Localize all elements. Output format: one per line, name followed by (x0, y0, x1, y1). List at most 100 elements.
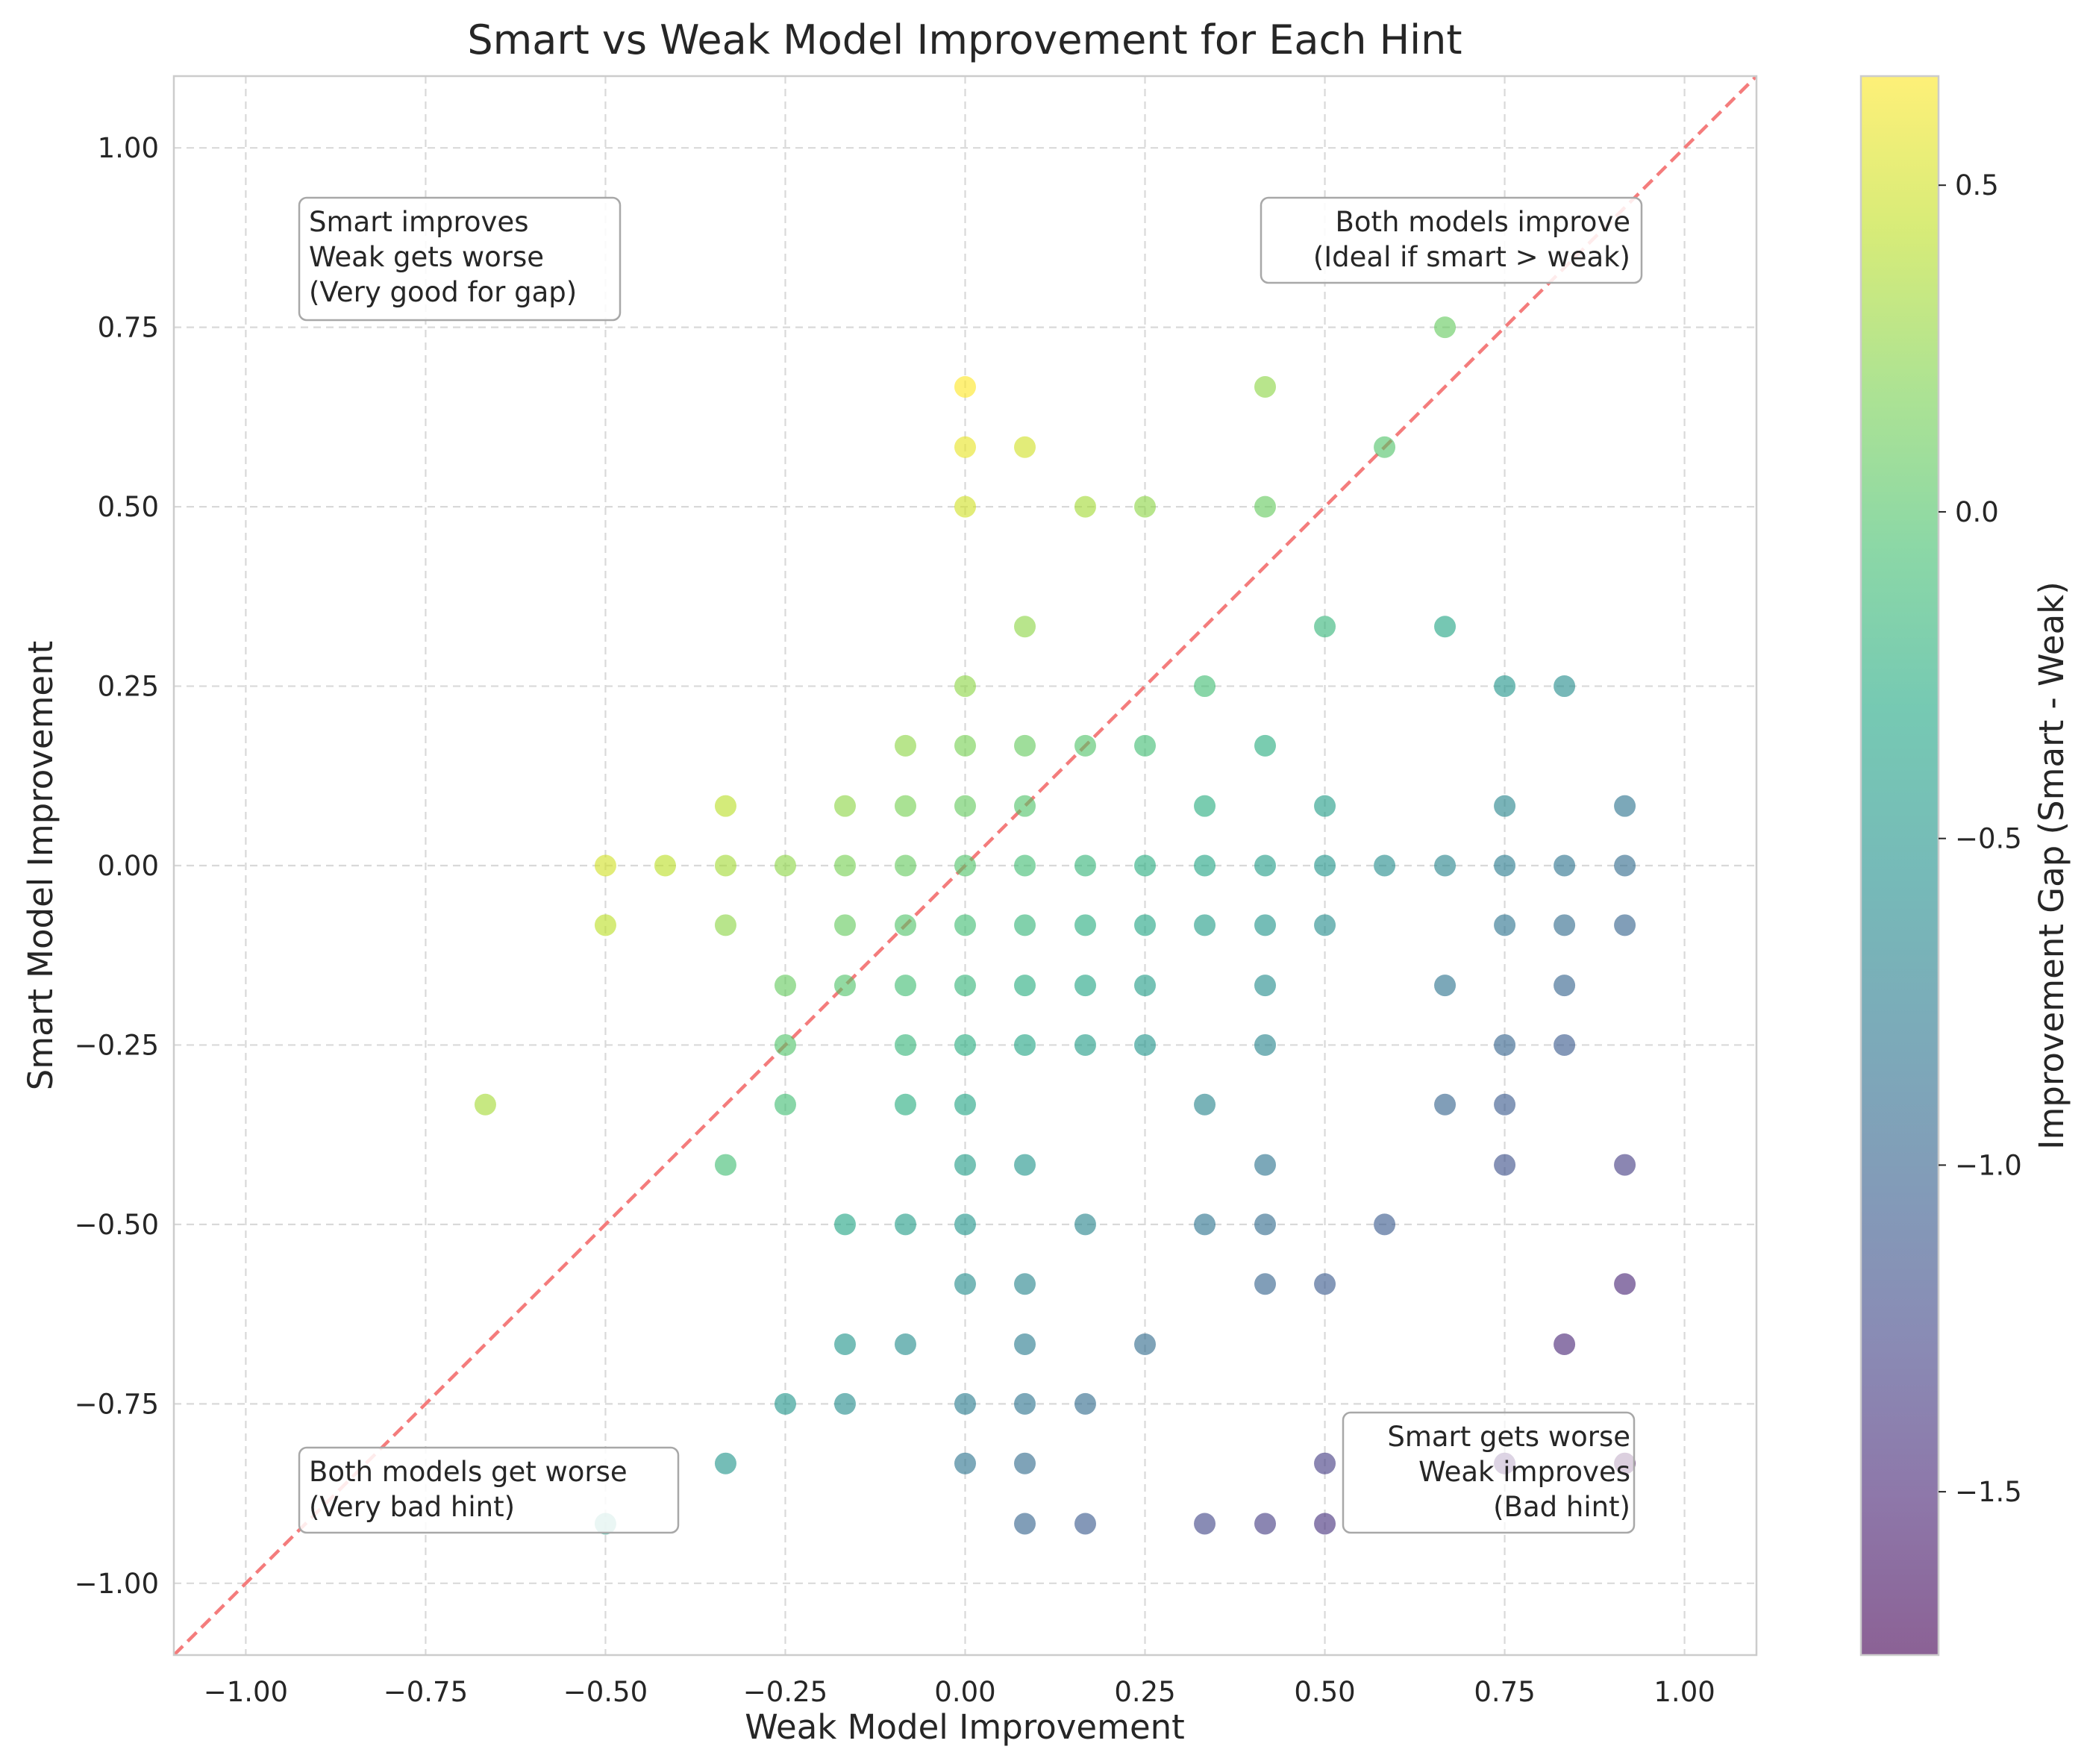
data-point (1314, 1452, 1336, 1474)
data-point (1554, 1333, 1576, 1356)
data-point (833, 1392, 856, 1415)
data-point (1434, 854, 1457, 877)
data-point (894, 914, 916, 936)
annotation-bottom-right: Smart gets worse Weak improves (Bad hint… (1342, 1411, 1636, 1534)
data-point (954, 1154, 976, 1176)
data-point (954, 914, 976, 936)
colorbar-tick-label: −1.0 (1955, 1149, 2022, 1181)
data-point (1194, 675, 1216, 698)
data-point (894, 1093, 916, 1116)
data-point (1194, 914, 1216, 936)
svg-text:Weak improves: Weak improves (1418, 1456, 1630, 1488)
data-point (1314, 854, 1336, 877)
data-point (954, 1452, 976, 1474)
data-point (894, 1213, 916, 1236)
svg-text:Weak gets worse: Weak gets worse (309, 241, 544, 273)
data-point (1254, 1033, 1277, 1056)
data-point (833, 795, 856, 817)
data-point (1494, 914, 1516, 936)
data-point (1014, 1273, 1036, 1295)
x-tick-label: 0.75 (1474, 1676, 1535, 1708)
data-point (1014, 1452, 1036, 1474)
data-point (1254, 1513, 1277, 1535)
data-point (1014, 436, 1036, 458)
data-point (954, 1213, 976, 1236)
data-point (1254, 734, 1277, 757)
data-point (1374, 436, 1396, 458)
data-point (1134, 734, 1157, 757)
svg-text:Smart gets worse: Smart gets worse (1387, 1421, 1630, 1453)
data-point (1554, 675, 1576, 698)
data-point (894, 975, 916, 997)
x-tick-label: 1.00 (1653, 1676, 1715, 1708)
data-point (1494, 795, 1516, 817)
data-point (1194, 1513, 1216, 1535)
data-point (1074, 495, 1097, 518)
data-point (954, 795, 976, 817)
data-point (714, 1452, 736, 1474)
data-point (1614, 1273, 1636, 1295)
data-point (954, 495, 976, 518)
colorbar-tick-labels: −1.5 −1.0 −0.5 0.0 0.5 (1939, 169, 2022, 1508)
svg-text:Both models improve: Both models improve (1336, 206, 1631, 238)
y-tick-label: 0.25 (98, 671, 159, 703)
data-point (954, 734, 976, 757)
annotation-bottom-left: Both models get worse (Very bad hint) (298, 1446, 680, 1534)
data-point (1254, 1273, 1277, 1295)
data-point (594, 914, 616, 936)
svg-text:(Ideal if smart > weak): (Ideal if smart > weak) (1313, 241, 1630, 273)
svg-text:(Very good for gap): (Very good for gap) (309, 276, 577, 308)
data-point (1494, 1093, 1516, 1116)
x-tick-label: −0.25 (743, 1676, 827, 1708)
data-point (1314, 616, 1336, 638)
data-point (954, 1033, 976, 1056)
y-tick-label: −0.75 (75, 1388, 159, 1420)
data-point (1314, 914, 1336, 936)
data-point (954, 854, 976, 877)
data-point (954, 1273, 976, 1295)
y-tick-label: 0.50 (98, 491, 159, 523)
data-point (774, 1392, 796, 1415)
data-point (774, 1033, 796, 1056)
data-point (954, 675, 976, 698)
data-point (1014, 1513, 1036, 1535)
data-point (1134, 914, 1157, 936)
y-tick-label: −0.25 (75, 1029, 159, 1061)
x-tick-label: −1.00 (204, 1676, 288, 1708)
x-tick-label: 0.00 (934, 1676, 995, 1708)
chart-title: Smart vs Weak Model Improvement for Each… (467, 16, 1462, 63)
data-point (894, 1033, 916, 1056)
x-tick-label: −0.50 (563, 1676, 648, 1708)
data-point (1014, 914, 1036, 936)
data-point (1614, 795, 1636, 817)
data-points (474, 316, 1636, 1535)
data-point (1194, 795, 1216, 817)
data-point (1074, 1213, 1097, 1236)
data-point (1074, 1392, 1097, 1415)
data-point (1194, 854, 1216, 877)
colorbar-label: Improvement Gap (Smart - Weak) (2032, 581, 2071, 1150)
data-point (1254, 854, 1277, 877)
data-point (833, 1333, 856, 1356)
data-point (1254, 975, 1277, 997)
data-point (774, 1093, 796, 1116)
data-point (833, 975, 856, 997)
data-point (833, 1213, 856, 1236)
data-point (1434, 316, 1457, 339)
data-point (714, 1154, 736, 1176)
x-tick-label: 0.50 (1294, 1676, 1355, 1708)
data-point (1494, 854, 1516, 877)
data-point (1494, 1154, 1516, 1176)
y-tick-label: −1.00 (75, 1568, 159, 1600)
data-point (833, 914, 856, 936)
data-point (1134, 1333, 1157, 1356)
data-point (1014, 975, 1036, 997)
data-point (1134, 854, 1157, 877)
y-tick-label: 1.00 (98, 132, 159, 164)
y-tick-label: −0.50 (75, 1209, 159, 1241)
data-point (894, 734, 916, 757)
colorbar (1859, 75, 1940, 1657)
data-point (1014, 1333, 1036, 1356)
data-point (1314, 1513, 1336, 1535)
data-point (894, 1333, 916, 1356)
